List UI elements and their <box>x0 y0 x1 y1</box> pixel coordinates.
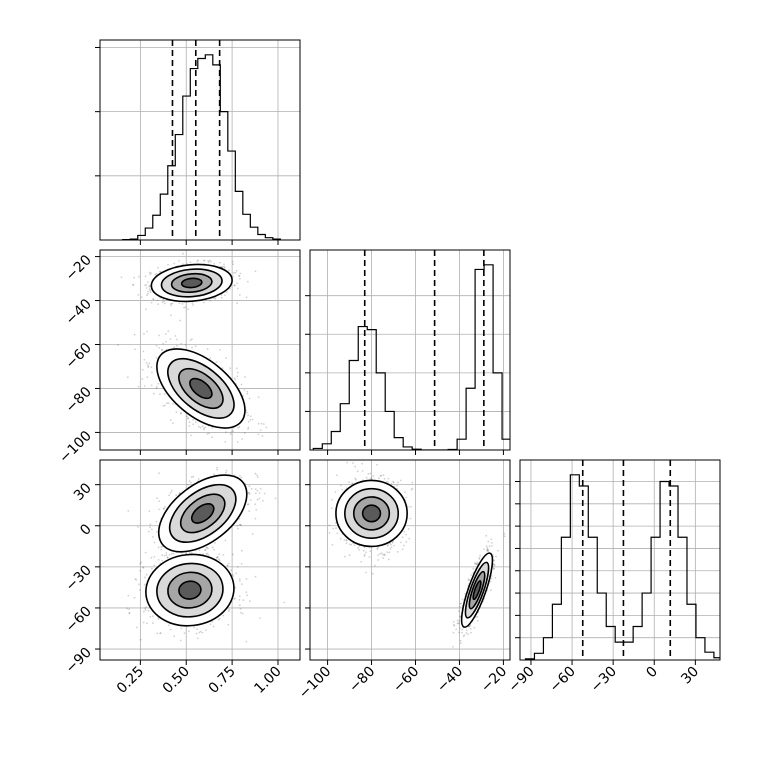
hist-p2-xtick-label: −60 <box>547 664 579 696</box>
scatter-1-ytick-label: 0 <box>77 521 95 539</box>
scatter-2-xtick-label: −100 <box>296 664 335 703</box>
scatter-body-2 <box>328 460 506 648</box>
histogram-p2: −90 −60 −30 0 30 <box>506 459 721 696</box>
hist-p1-frame <box>309 249 511 451</box>
contour-1-level-3 <box>178 580 202 600</box>
scatter-1-xtick-label: 0.25 <box>114 664 147 697</box>
hist-p2-xtick-label: 0 <box>643 664 661 682</box>
scatter-2-xtick-label: −80 <box>346 664 378 696</box>
histogram-p0 <box>95 39 301 245</box>
scatter-0-ytick-label: −20 <box>63 252 95 284</box>
hist-p2-xtick-label: 30 <box>678 664 702 688</box>
scatter-2-xtick-label: −60 <box>390 664 422 696</box>
contour-1-level-3 <box>472 580 482 601</box>
scatter-body-1 <box>126 466 286 643</box>
scatter-p0-p2: 0.25 0.50 0.75 1.00 −90 −60 −30 0 30 <box>63 459 301 697</box>
scatter-p0-p1: −100 −80 −60 −40 −20 <box>56 249 301 467</box>
scatter-1-frame <box>99 459 301 661</box>
scatter-1-xtick-label: 0.75 <box>206 664 239 697</box>
contour-0-level-3 <box>180 277 203 289</box>
contour-0-level-3 <box>190 503 215 524</box>
scatter-1-xtick-label: 1.00 <box>251 664 284 697</box>
hist-p2-xtick-label: −90 <box>506 664 538 696</box>
hist-p2-frame <box>519 459 721 661</box>
scatter-2-xtick-label: −20 <box>478 664 510 696</box>
scatter-0-ytick-label: −60 <box>63 340 95 372</box>
scatter-0-ytick-label: −40 <box>63 296 95 328</box>
scatter-body-0 <box>117 252 268 443</box>
scatter-0-ytick-label: −80 <box>63 384 95 416</box>
histogram-p1 <box>305 249 511 455</box>
hist-p2-xtick-label: −30 <box>588 664 620 696</box>
scatter-1-ytick-label: −30 <box>63 562 95 594</box>
scatter-1-ytick-label: −60 <box>63 603 95 635</box>
scatter-2-xtick-label: −40 <box>434 664 466 696</box>
scatter-1-xtick-label: 0.50 <box>160 664 193 697</box>
hist-bars-p1 <box>312 264 510 450</box>
scatter-1-ytick-label: −90 <box>63 645 95 677</box>
scatter-2-frame <box>309 459 511 661</box>
scatter-1-ytick-label: 30 <box>71 480 95 504</box>
hist-bars-p0 <box>122 54 281 240</box>
hist-p0-frame <box>99 39 301 241</box>
contour-1-level-3 <box>189 377 213 400</box>
contour-0-level-3 <box>361 504 382 523</box>
scatter-0-frame <box>99 249 301 451</box>
scatter-0-ytick-label: −100 <box>56 428 95 467</box>
scatter-p1-p2: −100 −80 −60 −40 −20 <box>296 459 511 703</box>
